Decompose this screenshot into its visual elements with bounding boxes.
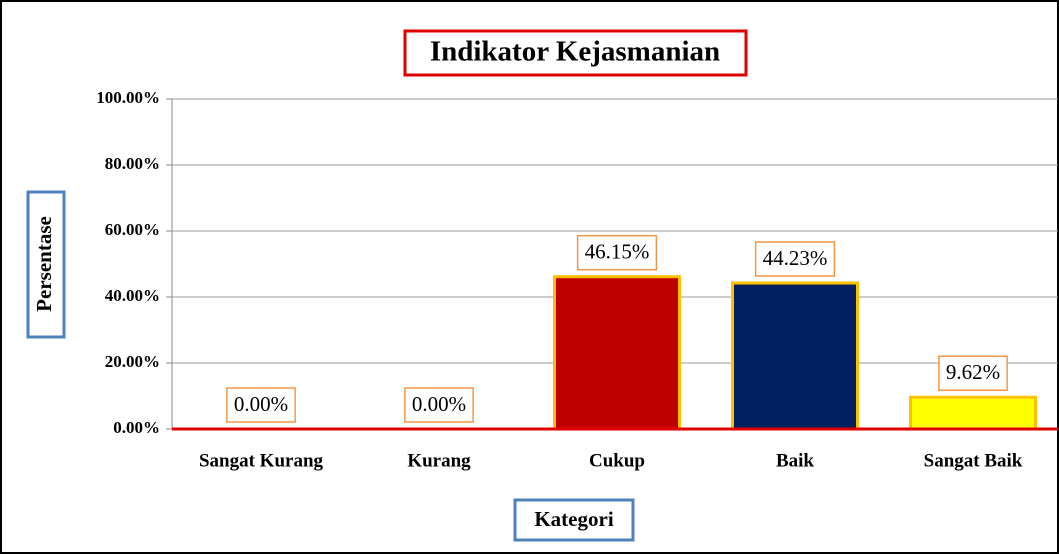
- value-label: 44.23%: [763, 246, 828, 270]
- x-axis-label: Kategori: [534, 507, 613, 531]
- bar: [731, 281, 859, 431]
- y-tick-label: 100.00%: [96, 88, 160, 107]
- value-label: 0.00%: [412, 392, 466, 416]
- x-label-box: [513, 498, 635, 542]
- y-label-box: [26, 190, 66, 339]
- chart-title: Indikator Kejasmanian: [430, 36, 720, 68]
- y-tick-label: 80.00%: [105, 154, 160, 173]
- x-tick-label: Sangat Baik: [924, 450, 1023, 471]
- x-tick-label: Baik: [776, 450, 814, 471]
- value-label-box: [576, 234, 658, 271]
- y-tick-label: 0.00%: [113, 418, 160, 437]
- y-axis-label: Persentase: [32, 216, 56, 312]
- y-tick-label: 60.00%: [105, 220, 160, 239]
- value-label-box: [938, 355, 1008, 392]
- y-tick-label: 40.00%: [105, 286, 160, 305]
- value-label-box: [754, 241, 836, 277]
- title-box: [403, 29, 748, 77]
- x-tick-label: Kurang: [407, 450, 471, 471]
- value-label: 46.15%: [585, 240, 650, 264]
- value-label: 0.00%: [234, 392, 288, 416]
- value-label: 9.62%: [946, 360, 1000, 384]
- value-label-box: [404, 387, 474, 423]
- x-tick-label: Sangat Kurang: [199, 450, 324, 471]
- bar: [553, 275, 681, 431]
- bar: [909, 395, 1037, 431]
- value-label-box: [226, 387, 296, 423]
- y-tick-label: 20.00%: [105, 352, 160, 371]
- x-tick-label: Cukup: [589, 450, 645, 471]
